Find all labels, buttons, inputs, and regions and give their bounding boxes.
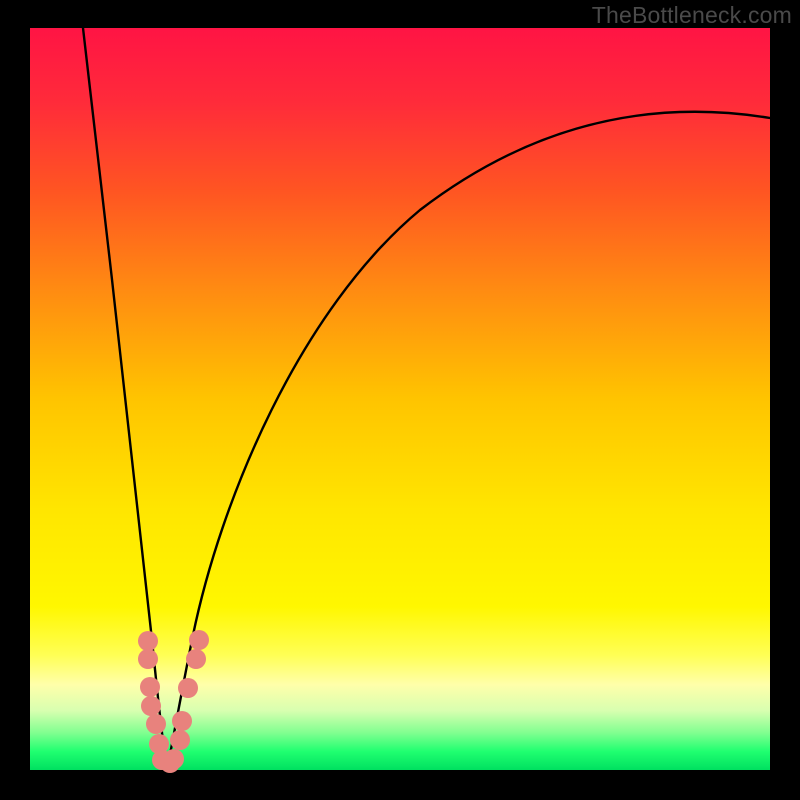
marker-dot	[172, 711, 192, 731]
marker-dot	[146, 714, 166, 734]
bottleneck-chart: TheBottleneck.com	[0, 0, 800, 800]
marker-dot	[189, 630, 209, 650]
marker-dot	[170, 730, 190, 750]
chart-svg	[0, 0, 800, 800]
marker-dot	[178, 678, 198, 698]
marker-dot	[186, 649, 206, 669]
marker-dot	[141, 696, 161, 716]
marker-dot	[138, 649, 158, 669]
marker-dot	[164, 749, 184, 769]
marker-dot	[140, 677, 160, 697]
marker-dot	[138, 631, 158, 651]
watermark-text: TheBottleneck.com	[592, 2, 792, 29]
